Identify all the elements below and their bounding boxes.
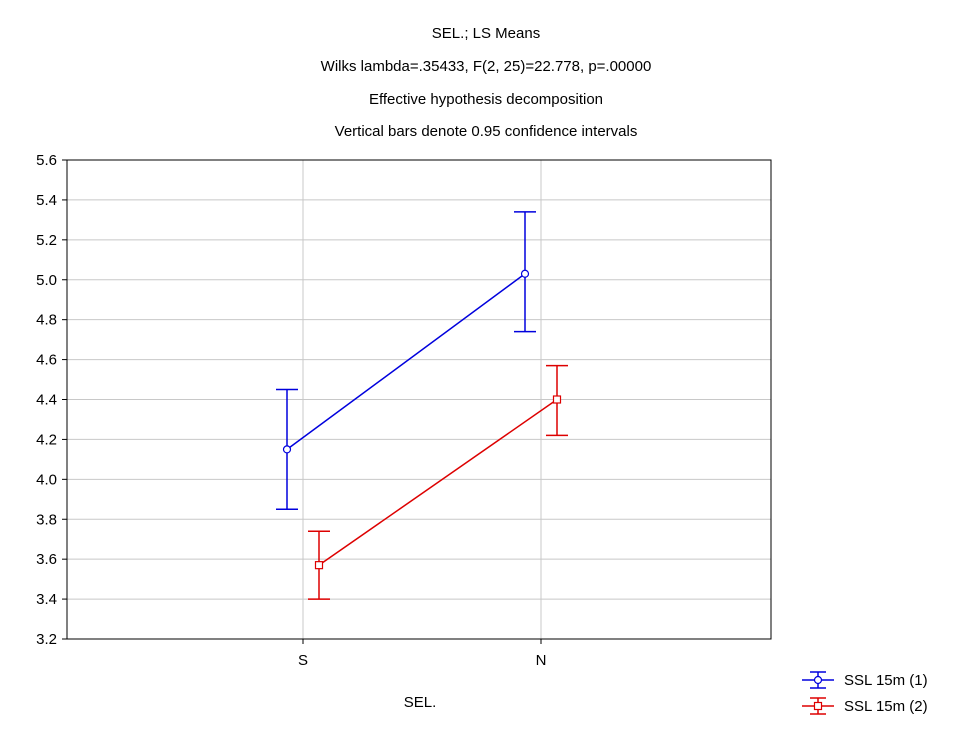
- grid-lines: [67, 159, 771, 640]
- y-tick-label: 5.0: [36, 272, 57, 289]
- chart-titles: SEL.; LS Means Wilks lambda=.35433, F(2, …: [321, 25, 652, 140]
- legend-label: SSL 15m (1): [844, 672, 928, 689]
- series-line: [318, 398, 558, 566]
- legend-item-2: SSL 15m (2): [802, 697, 928, 715]
- y-axis: 3.2 3.4 3.6 3.8 4.0 4.2 4.4 4.6 4.8 5.0 5.2 5.4 5.6: [36, 152, 67, 648]
- series-line: [286, 273, 526, 450]
- y-tick-label: 3.4: [36, 591, 57, 608]
- x-tick-label: N: [536, 652, 547, 669]
- chart-title-line: Vertical bars denote 0.95 confidence int…: [335, 123, 638, 140]
- series-1: [276, 211, 536, 511]
- series-layer: [276, 211, 568, 600]
- y-tick-label: 4.4: [36, 392, 57, 409]
- legend-marker: [813, 701, 823, 711]
- series-2: [308, 364, 568, 600]
- y-tick-label: 3.2: [36, 631, 57, 648]
- y-tick-label: 3.8: [36, 511, 57, 528]
- chart-title-line: Wilks lambda=.35433, F(2, 25)=22.778, p=…: [321, 58, 652, 75]
- data-point: [520, 269, 530, 278]
- chart-title-line: Effective hypothesis decomposition: [369, 91, 603, 108]
- y-tick-label: 5.2: [36, 232, 57, 249]
- y-tick-label: 4.6: [36, 352, 57, 369]
- chart-title-line: SEL.; LS Means: [432, 25, 540, 42]
- y-tick-label: 5.4: [36, 192, 57, 209]
- y-tick-label: 4.8: [36, 312, 57, 329]
- legend: SSL 15m (1) SSL 15m (2): [802, 671, 928, 715]
- x-tick-label: S: [298, 652, 308, 669]
- x-axis-label: SEL.: [404, 694, 437, 711]
- y-tick-label: 3.6: [36, 551, 57, 568]
- y-tick-label: 4.0: [36, 471, 57, 488]
- data-point: [282, 445, 292, 454]
- legend-label: SSL 15m (2): [844, 698, 928, 715]
- y-tick-label: 5.6: [36, 152, 57, 169]
- data-point: [314, 561, 324, 570]
- legend-item-1: SSL 15m (1): [802, 671, 928, 689]
- data-point: [552, 395, 562, 404]
- y-tick-label: 4.2: [36, 431, 57, 448]
- legend-marker: [813, 675, 823, 685]
